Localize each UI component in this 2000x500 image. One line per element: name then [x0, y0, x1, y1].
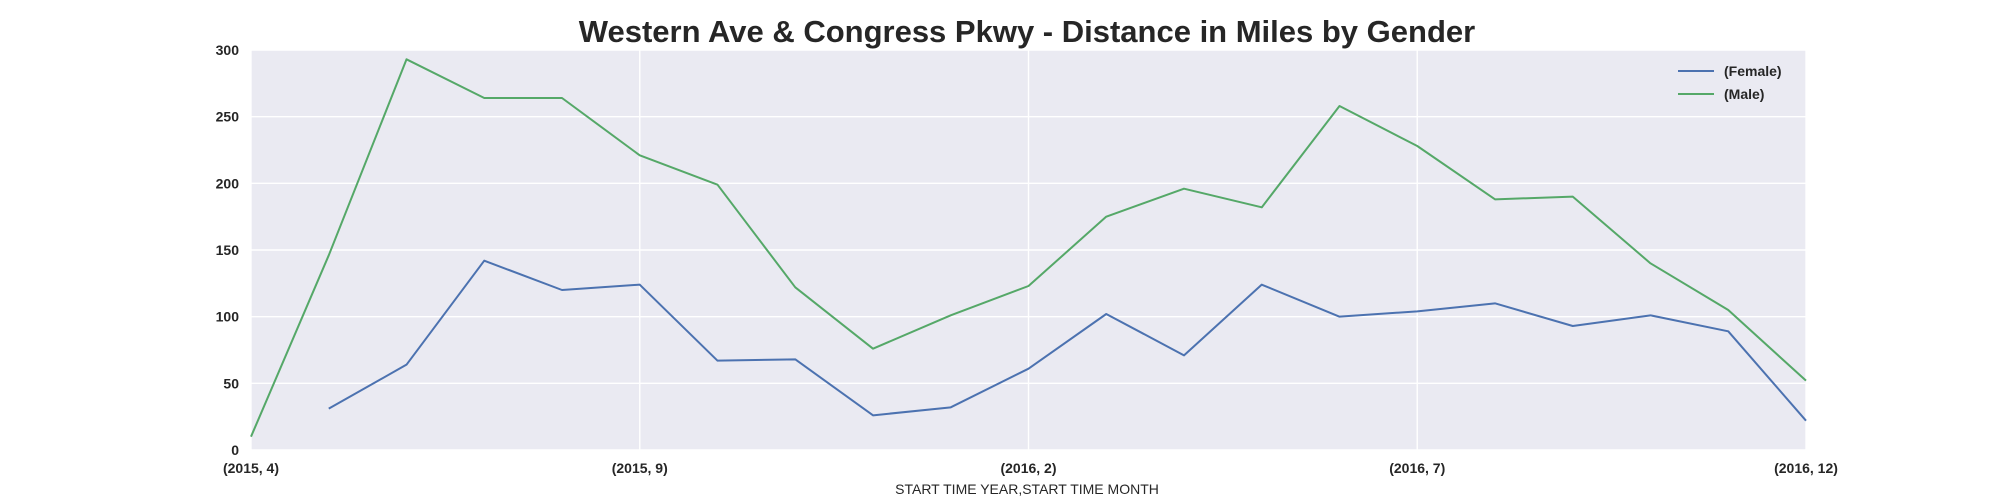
chart-title: Western Ave & Congress Pkwy - Distance i… — [579, 14, 1475, 49]
y-tick-label: 300 — [216, 42, 240, 58]
y-tick-label: 0 — [231, 442, 239, 458]
x-tick-label: (2015, 9) — [612, 460, 668, 476]
x-tick-label: (2016, 7) — [1389, 460, 1445, 476]
x-axis-ticks: (2015, 4) (2015, 9) (2016, 2) (2016, 7) (201… — [223, 460, 1838, 476]
series-layer — [250, 58, 1807, 438]
legend-label-male: (Male) — [1724, 86, 1764, 102]
y-tick-label: 250 — [216, 109, 240, 125]
gridlines — [250, 49, 1807, 451]
x-tick-label: (2015, 4) — [223, 460, 279, 476]
x-axis-label: START TIME YEAR,START TIME MONTH — [895, 481, 1159, 497]
series-line-female — [328, 259, 1807, 422]
x-tick-label: (2016, 2) — [1000, 460, 1056, 476]
y-tick-label: 50 — [223, 375, 239, 391]
y-tick-label: 100 — [216, 309, 240, 325]
legend: (Female) (Male) — [1678, 63, 1782, 102]
y-axis-ticks: 0 50 100 150 200 250 300 — [216, 42, 240, 458]
x-tick-label: (2016, 12) — [1774, 460, 1838, 476]
legend-label-female: (Female) — [1724, 63, 1782, 79]
series-line-male — [250, 58, 1807, 438]
y-tick-label: 200 — [216, 175, 240, 191]
y-tick-label: 150 — [216, 242, 240, 258]
